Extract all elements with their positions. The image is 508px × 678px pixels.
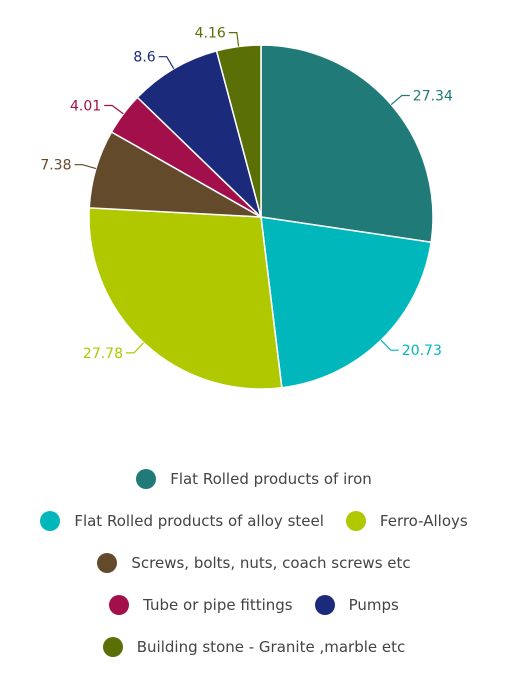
legend-swatch bbox=[40, 511, 61, 531]
legend-label: Building stone - Granite ,marble etc bbox=[136, 638, 406, 656]
legend-row: Tube or pipe fittings Pumps bbox=[0, 584, 508, 626]
leader-line-pumps bbox=[158, 56, 175, 70]
legend-label: Flat Rolled products of alloy steel bbox=[74, 512, 324, 530]
legend-row: Screws, bolts, nuts, coach screws etc bbox=[0, 542, 508, 584]
legend-item-flat-rolled-alloy-steel: Flat Rolled products of alloy steel bbox=[40, 511, 324, 531]
data-label-building-stone: 4.16 bbox=[195, 26, 226, 42]
legend-label: Ferro-Alloys bbox=[379, 512, 468, 530]
legend-row: Flat Rolled products of alloy steel Ferr… bbox=[0, 500, 508, 542]
legend-label: Screws, bolts, nuts, coach screws etc bbox=[131, 554, 411, 572]
leader-line-ferro-alloys bbox=[126, 342, 145, 354]
legend-label: Tube or pipe fittings bbox=[143, 596, 293, 614]
leader-line-building-stone bbox=[228, 31, 240, 47]
data-label-tube-pipe-fittings: 4.01 bbox=[70, 99, 101, 115]
pie-chart: 27.34 20.73 27.78 7.38 4.01 8.6 4.16 bbox=[40, 26, 453, 390]
data-label-pumps: 8.6 bbox=[133, 50, 155, 66]
pie-slice-building-stone bbox=[215, 44, 262, 218]
legend-item-building-stone: Building stone - Granite ,marble etc bbox=[102, 637, 406, 657]
legend-item-screws-bolts: Screws, bolts, nuts, coach screws etc bbox=[97, 553, 411, 573]
legend-item-tube-pipe-fittings: Tube or pipe fittings bbox=[109, 595, 293, 615]
legend-swatch bbox=[136, 469, 157, 489]
leader-line-tube-pipe-fittings bbox=[104, 104, 124, 115]
data-label-ferro-alloys: 27.78 bbox=[83, 346, 123, 362]
data-label-screws-bolts: 7.38 bbox=[40, 158, 71, 174]
legend-label: Pumps bbox=[348, 596, 399, 614]
legend-swatch bbox=[97, 553, 118, 573]
legend-item-pumps: Pumps bbox=[314, 595, 399, 615]
legend-row: Building stone - Granite ,marble etc bbox=[0, 626, 508, 668]
legend-swatch bbox=[109, 595, 130, 615]
data-label-flat-rolled-iron: 27.34 bbox=[413, 89, 453, 105]
legend-item-ferro-alloys: Ferro-Alloys bbox=[345, 511, 468, 531]
leader-line-flat-rolled-alloy-steel bbox=[380, 339, 399, 351]
pie-slice-pumps bbox=[136, 49, 263, 220]
pie-slice-flat-rolled-iron bbox=[260, 44, 434, 244]
legend-label: Flat Rolled products of iron bbox=[170, 470, 372, 488]
leader-line-flat-rolled-iron bbox=[390, 94, 410, 106]
legend-swatch bbox=[345, 511, 366, 531]
legend: Flat Rolled products of iron Flat Rolled… bbox=[0, 458, 508, 668]
pie-slice-flat-rolled-alloy-steel bbox=[260, 216, 432, 389]
legend-swatch bbox=[102, 637, 123, 657]
legend-swatch bbox=[314, 595, 335, 615]
leader-line-screws-bolts bbox=[74, 164, 97, 170]
data-label-flat-rolled-alloy-steel: 20.73 bbox=[402, 343, 442, 359]
legend-row: Flat Rolled products of iron bbox=[0, 458, 508, 500]
legend-item-flat-rolled-iron: Flat Rolled products of iron bbox=[136, 469, 372, 489]
